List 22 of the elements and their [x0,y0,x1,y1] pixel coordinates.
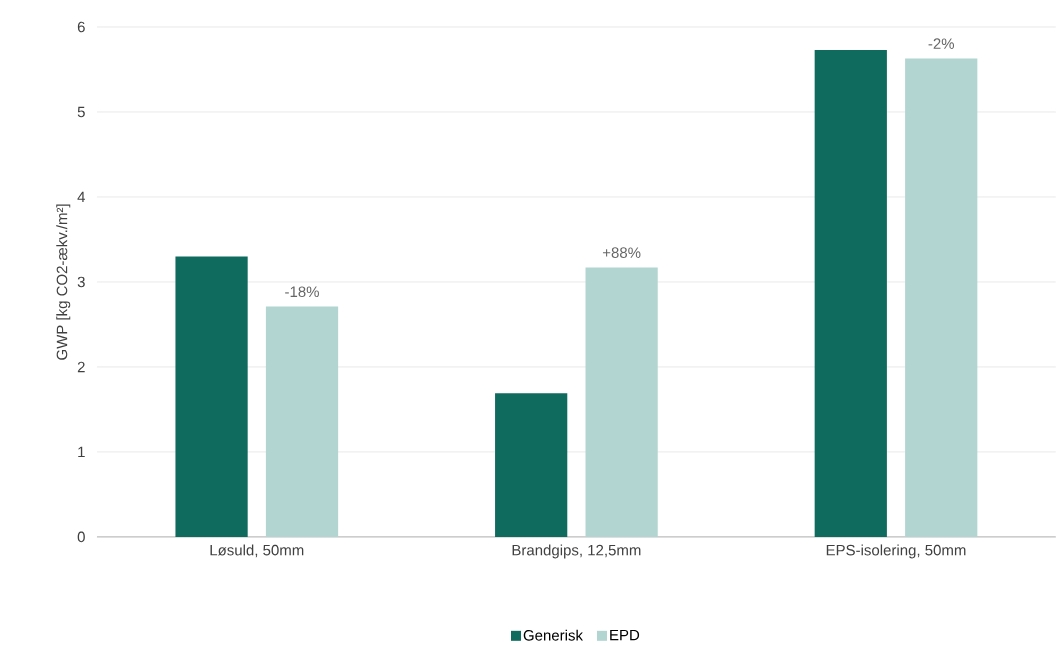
bar [175,256,248,537]
annotation: -2% [928,38,955,49]
bar [905,58,978,537]
y-tick-label: 3 [77,276,85,288]
legend-label: Generisk [523,629,583,641]
y-tick-label: 0 [77,531,85,543]
bar [495,393,568,537]
y-tick-label: 5 [77,106,85,118]
annotation: +88% [602,247,641,258]
y-tick-label: 2 [77,361,85,373]
x-tick-label: EPS-isolering, 50mm [826,544,966,559]
bar [265,306,339,537]
annotation: -18% [285,286,319,298]
x-tick-label: Brandgips, 12,5mm [512,544,641,559]
y-tick-label: 6 [77,21,85,33]
bar [814,49,887,537]
y-tick-label: 4 [77,191,86,203]
bar [585,267,658,537]
x-tick-label: Løsuld, 50mm [210,544,304,558]
y-tick-label: 1 [78,446,85,458]
y-axis-title: GWP [kg CO2-ækv./m²] [56,204,71,360]
legend-label: EPD [610,629,640,641]
